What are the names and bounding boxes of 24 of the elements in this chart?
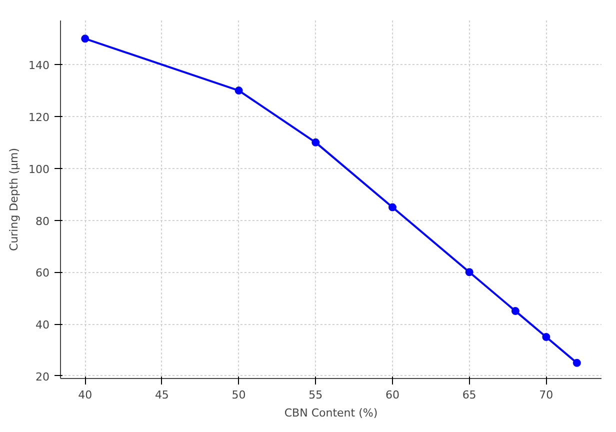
x-tick-label: 45 bbox=[154, 388, 169, 402]
point bbox=[511, 307, 520, 316]
point bbox=[542, 333, 550, 341]
x-tick-label: 70 bbox=[539, 388, 554, 402]
y-axis-title: Curing Depth (µm) bbox=[8, 148, 21, 251]
y-tick-label: 60 bbox=[36, 266, 50, 280]
point bbox=[234, 86, 243, 95]
x-tick-label: 55 bbox=[308, 388, 323, 402]
y-tick-label: 100 bbox=[28, 162, 50, 176]
y-tick-label: 40 bbox=[36, 318, 50, 332]
y-tick-label: 20 bbox=[36, 370, 50, 384]
point bbox=[572, 358, 581, 367]
y-tick-label: 80 bbox=[36, 214, 50, 228]
x-axis-title: CBN Content (%) bbox=[284, 406, 378, 420]
x-tick-label: 65 bbox=[462, 388, 476, 402]
point bbox=[312, 138, 320, 146]
y-tick-label: 140 bbox=[28, 59, 50, 72]
point bbox=[388, 203, 396, 212]
x-tick-label: 60 bbox=[385, 388, 400, 402]
point bbox=[81, 34, 90, 43]
x-tick-label: 40 bbox=[78, 388, 92, 402]
y-tick-label: 120 bbox=[28, 110, 50, 124]
point bbox=[465, 268, 474, 276]
x-tick-label: 50 bbox=[232, 388, 246, 402]
